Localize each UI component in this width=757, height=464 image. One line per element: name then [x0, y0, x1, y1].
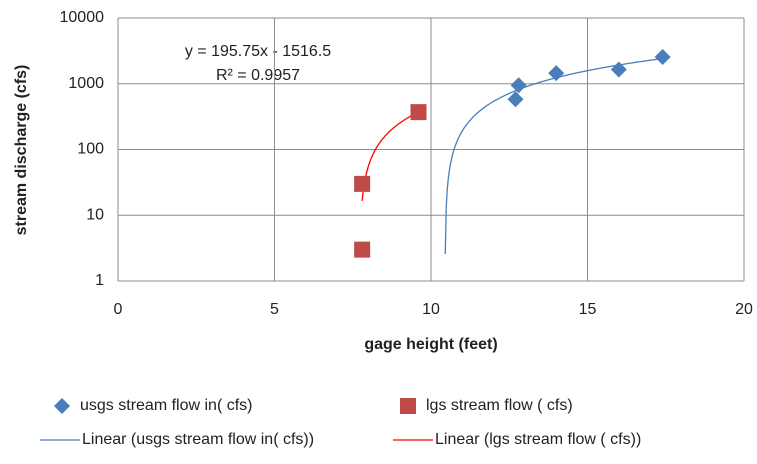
- point: [654, 49, 671, 66]
- x-tick-label: 15: [579, 301, 597, 318]
- y-tick-label: 1000: [68, 75, 104, 92]
- legend-label: Linear (usgs stream flow in( cfs)): [82, 431, 314, 448]
- y-tick-label: 10000: [60, 9, 105, 26]
- x-tick-label: 20: [735, 301, 753, 318]
- x-tick-label: 5: [270, 301, 279, 318]
- legend-marker: [400, 398, 416, 414]
- point: [510, 77, 527, 94]
- legend-label: usgs stream flow in( cfs): [80, 397, 252, 414]
- trendline: [444, 57, 663, 254]
- legend-label: Linear (lgs stream flow ( cfs)): [435, 431, 641, 448]
- trendline: [361, 111, 419, 202]
- point: [410, 104, 427, 121]
- y-axis-title: stream discharge (cfs): [13, 65, 30, 236]
- x-tick-label: 0: [114, 301, 123, 318]
- equation: y = 195.75x - 1516.5: [185, 43, 331, 60]
- point: [548, 65, 565, 82]
- y-tick-label: 1: [95, 272, 104, 289]
- r-squared: R² = 0.9957: [216, 67, 300, 84]
- legend-label: lgs stream flow ( cfs): [426, 397, 573, 414]
- point: [354, 241, 371, 258]
- point: [610, 61, 627, 78]
- point: [507, 91, 524, 108]
- point: [354, 175, 371, 192]
- x-tick-label: 10: [422, 301, 440, 318]
- legend-marker: [54, 398, 70, 414]
- y-tick-label: 100: [77, 141, 104, 158]
- x-axis-title: gage height (feet): [364, 336, 497, 353]
- y-tick-label: 10: [86, 206, 104, 223]
